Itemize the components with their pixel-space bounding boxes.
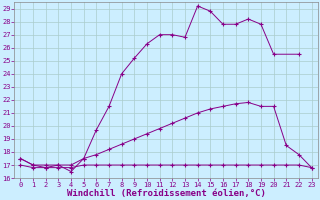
X-axis label: Windchill (Refroidissement éolien,°C): Windchill (Refroidissement éolien,°C): [67, 189, 265, 198]
